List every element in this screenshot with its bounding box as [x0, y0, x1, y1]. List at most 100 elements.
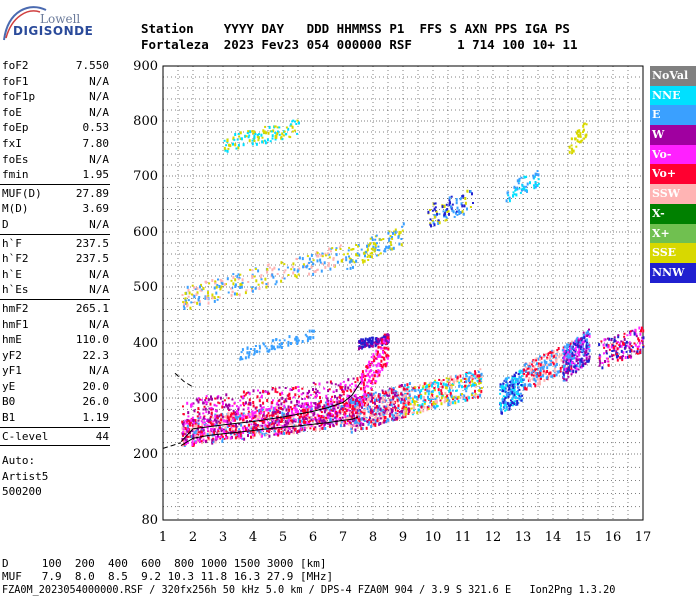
echo-point — [368, 418, 371, 421]
echo-point — [254, 268, 257, 270]
echo-point — [290, 342, 292, 345]
echo-point — [193, 301, 196, 304]
echo-point — [306, 403, 309, 406]
echo-point — [521, 394, 524, 397]
echo-point — [565, 349, 568, 352]
echo-point — [294, 393, 297, 397]
echo-point — [229, 144, 232, 148]
echo-point — [468, 376, 471, 380]
echo-point — [340, 386, 343, 390]
echo-point — [381, 365, 384, 369]
echo-point — [275, 405, 278, 409]
echo-point — [362, 345, 365, 349]
echo-point — [196, 415, 199, 418]
echo-point — [509, 404, 512, 407]
echo-point — [573, 356, 576, 360]
echo-point — [416, 411, 419, 415]
echo-point — [539, 357, 542, 361]
echo-point — [196, 430, 199, 434]
x-tick-label: 11 — [455, 530, 472, 545]
echo-point — [500, 408, 503, 412]
echo-point — [314, 402, 317, 405]
echo-point — [205, 280, 208, 284]
echo-point — [473, 382, 476, 386]
echo-point — [305, 420, 308, 424]
echo-point — [392, 391, 395, 394]
echo-point — [587, 344, 590, 347]
echo-point — [244, 291, 247, 295]
echo-point — [209, 421, 212, 425]
echo-point — [504, 390, 507, 393]
echo-point — [516, 383, 519, 385]
echo-point — [202, 401, 205, 405]
param-row: yE 20.0 — [0, 379, 110, 395]
echo-point — [377, 254, 380, 257]
echo-point — [251, 286, 254, 289]
echo-point — [446, 394, 449, 398]
echo-point — [404, 388, 407, 391]
echo-point — [350, 396, 353, 400]
param-name: D — [2, 217, 9, 231]
echo-point — [435, 210, 438, 213]
echo-point — [437, 219, 440, 222]
echo-point — [583, 359, 586, 362]
echo-point — [451, 383, 454, 385]
echo-point — [289, 123, 292, 126]
echo-point — [474, 370, 476, 373]
echo-point — [605, 352, 608, 355]
echo-point — [462, 377, 465, 380]
echo-point — [378, 249, 381, 252]
echo-point — [306, 422, 309, 425]
echo-point — [323, 261, 326, 265]
echo-point — [385, 413, 388, 415]
param-name: h`Es — [2, 283, 29, 297]
echo-point — [341, 400, 344, 402]
echo-point — [571, 352, 574, 356]
echo-point — [338, 394, 341, 397]
echo-point — [464, 398, 467, 402]
echo-point — [501, 411, 503, 415]
echo-point — [239, 286, 242, 289]
echo-point — [192, 418, 195, 422]
echo-point — [251, 414, 254, 418]
echo-point — [510, 389, 513, 392]
echo-point — [304, 397, 306, 400]
echo-point — [630, 349, 633, 351]
echo-point — [420, 395, 423, 398]
echo-point — [373, 400, 376, 404]
param-separator — [0, 233, 110, 235]
echo-point — [240, 351, 243, 354]
echo-point — [234, 133, 237, 136]
echo-point — [217, 278, 219, 281]
echo-point — [432, 396, 435, 399]
echo-point — [262, 389, 265, 393]
echo-point — [361, 370, 364, 374]
echo-point — [629, 330, 632, 333]
param-value: N/A — [89, 152, 109, 166]
echo-point — [289, 419, 292, 422]
echo-point — [528, 379, 531, 383]
echo-point — [208, 419, 211, 423]
echo-point — [474, 389, 476, 393]
echo-point — [344, 403, 347, 407]
echo-point — [563, 371, 566, 375]
echo-point — [371, 399, 373, 402]
echo-point — [184, 426, 187, 430]
echo-point — [354, 381, 357, 384]
echo-point — [585, 356, 588, 358]
echo-point — [601, 366, 604, 370]
echo-point — [606, 345, 609, 349]
echo-point — [379, 393, 382, 397]
echo-point — [529, 367, 532, 371]
echo-point — [367, 340, 370, 344]
echo-point — [358, 419, 361, 423]
echo-point — [306, 402, 309, 404]
echo-point — [629, 349, 632, 353]
echo-point — [182, 413, 185, 415]
echo-point — [523, 187, 526, 190]
echo-point — [534, 368, 537, 372]
echo-point — [214, 414, 217, 418]
echo-point — [197, 419, 200, 422]
echo-point — [319, 408, 322, 412]
